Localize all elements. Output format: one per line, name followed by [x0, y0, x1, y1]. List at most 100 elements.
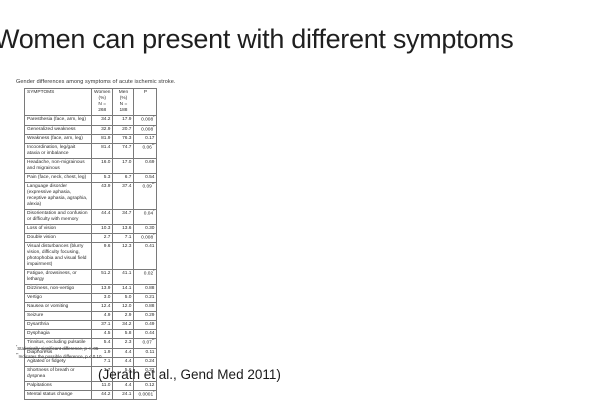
men-value-cell: 76.3: [112, 134, 135, 145]
p-value-cell: 0.06**: [133, 143, 158, 160]
women-value-cell: 4.5: [90, 329, 114, 340]
symptoms-table: SYMPTOMS Women (%) N = 268 Men (%) N = 188…: [24, 88, 158, 400]
symptom-cell: Palpitations: [24, 380, 92, 391]
men-value-cell: 4.4: [112, 380, 135, 391]
p-value-cell: 0.54: [133, 173, 158, 183]
women-value-cell: 81.9: [90, 134, 114, 145]
column-header: P: [133, 88, 158, 116]
symptom-cell: Pain (face, neck, chest, leg): [24, 173, 92, 183]
header-row: SYMPTOMS Women (%) N = 268 Men (%) N = 188…: [24, 88, 158, 116]
men-value-cell: 13.6: [112, 223, 135, 234]
men-value-cell: 14.1: [112, 284, 135, 295]
men-value-cell: 12.0: [112, 302, 135, 313]
women-value-cell: 43.9: [90, 182, 114, 210]
table-row: Incoordination, leg/gait ataxia or imbal…: [24, 143, 158, 160]
men-value-cell: 4.4: [112, 356, 135, 367]
table-row: Nausea or vomiting 12.4 12.0 0.88: [24, 302, 158, 313]
symptom-cell: Paresthesia (face, arm, leg): [24, 114, 92, 126]
p-value-cell: 0.49: [133, 320, 158, 331]
symptom-cell: Generalized weakness: [24, 124, 92, 136]
table-row: Loss of vision 10.3 13.6 0.30: [24, 223, 158, 234]
symptom-cell: Nausea or vomiting: [24, 302, 92, 313]
men-value-cell: 12.3: [112, 242, 135, 271]
symptom-cell: Language disorder (expressive aphasia, r…: [24, 182, 92, 210]
table-row: Palpitations 11.0 4.4 0.12: [24, 380, 158, 391]
table-container: SYMPTOMS Women (%) N = 268 Men (%) N = 188…: [24, 88, 158, 400]
p-value-cell: 0.32: [133, 365, 158, 382]
table-row: Shortness of breath or dyspnea 3.7 5.6 0.32: [24, 365, 158, 382]
table-body: Paresthesia (face, arm, leg) 34.2 17.9 0.00…: [24, 114, 158, 400]
table-row: Vertigo 3.0 5.0 0.21: [24, 293, 158, 304]
women-value-cell: 7.1: [90, 356, 114, 367]
symptom-cell: Seizure: [24, 311, 92, 322]
p-value-cell: 0.21: [133, 293, 158, 304]
table-row: Tinnitus, excluding pulsatile 5.4 2.3 0.07*…: [24, 338, 158, 349]
p-value-cell: 0.008*: [133, 124, 158, 136]
men-value-cell: 20.7: [112, 124, 135, 136]
table-row: Dysphagia 4.5 5.8 0.44: [24, 329, 158, 340]
men-value-cell: 2.9: [112, 311, 135, 322]
women-value-cell: 12.4: [90, 302, 114, 313]
men-value-cell: 37.4: [112, 182, 135, 210]
symptom-cell: Mental status change: [24, 389, 92, 400]
women-value-cell: 10.3: [90, 223, 114, 234]
symptom-cell: Dizziness, non-vertigo: [24, 284, 92, 295]
symptom-cell: Dysarthria: [24, 320, 92, 331]
women-value-cell: 16.0: [90, 158, 114, 175]
p-value-cell: 0.88: [133, 284, 158, 295]
women-value-cell: 11.0: [90, 380, 114, 391]
women-value-cell: 34.2: [90, 114, 114, 126]
women-value-cell: 5.3: [90, 173, 114, 183]
p-value-cell: 0.29: [133, 311, 158, 322]
table-row: Dysarthria 37.1 34.2 0.49: [24, 320, 158, 331]
women-value-cell: 51.2: [90, 269, 114, 286]
column-header: SYMPTOMS: [24, 88, 92, 116]
men-value-cell: 74.7: [112, 143, 135, 160]
men-value-cell: 17.0: [112, 158, 135, 175]
table-row: Paresthesia (face, arm, leg) 34.2 17.9 0.00…: [24, 114, 158, 126]
men-value-cell: 4.4: [112, 347, 135, 358]
p-value-cell: 0.11: [133, 347, 158, 358]
table-caption: Gender differences among symptoms of acu…: [16, 79, 176, 85]
women-value-cell: 4.9: [90, 311, 114, 322]
p-value-cell: 0.69: [133, 158, 158, 175]
p-value-cell: 0.24: [133, 356, 158, 367]
symptom-cell: Vertigo: [24, 293, 92, 304]
table-row: Disorientation and confusion or difficul…: [24, 208, 158, 225]
men-value-cell: 24.1: [112, 389, 135, 400]
table-row: Agitated or fidgety 7.1 4.4 0.24: [24, 356, 158, 367]
symptom-cell: Visual disturbances (blurry vision, diff…: [24, 242, 92, 271]
women-value-cell: 32.9: [90, 124, 114, 136]
men-value-cell: 41.1: [112, 269, 135, 286]
table-footnote: **Indicates the possible difference, p <…: [16, 352, 102, 359]
p-value-cell: 0.0001*: [133, 389, 158, 400]
table-footnote: *Statistically significant difference, p…: [16, 344, 99, 351]
citation: (Jerath et al., Gend Med 2011): [98, 367, 281, 382]
men-value-cell: 5.8: [112, 329, 135, 340]
symptom-cell: Double vision: [24, 232, 92, 244]
footnotes: *Statistically significant difference, p…: [16, 344, 102, 362]
symptom-cell: Incoordination, leg/gait ataxia or imbal…: [24, 143, 92, 160]
women-value-cell: 81.4: [90, 143, 114, 160]
symptom-cell: Shortness of breath or dyspnea: [24, 365, 92, 382]
men-value-cell: 34.2: [112, 320, 135, 331]
table-row: Language disorder (expressive aphasia, r…: [24, 182, 158, 210]
men-value-cell: 2.3: [112, 338, 135, 349]
p-value-cell: 0.09**: [133, 182, 158, 210]
column-header: Men (%) N = 188: [112, 88, 135, 116]
p-value-cell: 0.07**: [133, 338, 158, 349]
table-row: Dizziness, non-vertigo 13.9 14.1 0.88: [24, 284, 158, 295]
table-row: Seizure 4.9 2.9 0.29: [24, 311, 158, 322]
women-value-cell: 44.4: [90, 208, 114, 225]
symptom-cell: Disorientation and confusion or difficul…: [24, 208, 92, 225]
p-value-cell: 0.12: [133, 380, 158, 391]
women-value-cell: 44.2: [90, 389, 114, 400]
p-value-cell: 0.008*: [133, 232, 158, 244]
table-row: Visual disturbances (blurry vision, diff…: [24, 242, 158, 271]
women-value-cell: 3.0: [90, 293, 114, 304]
men-value-cell: 6.7: [112, 173, 135, 183]
slide-title: Women can present with different symptom…: [0, 24, 514, 54]
p-value-cell: 0.30: [133, 223, 158, 234]
p-value-cell: 0.02*: [133, 269, 158, 286]
